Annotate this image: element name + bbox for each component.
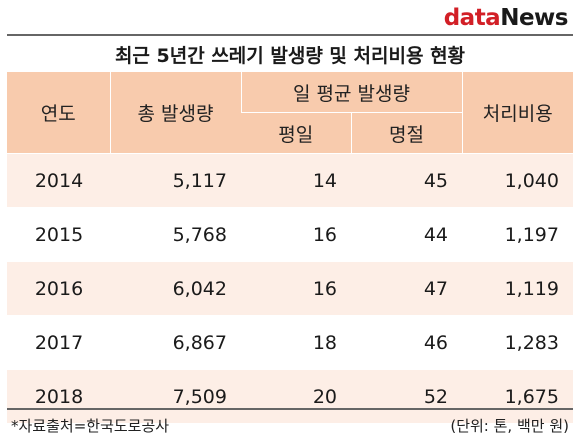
cell-weekday: 16 [241, 261, 351, 316]
table-row: 2015 5,768 16 44 1,197 [7, 207, 573, 262]
unit-note: (단위: 톤, 백만 원) [450, 416, 569, 435]
table-title: 최근 5년간 쓰레기 발생량 및 처리비용 현황 [7, 34, 573, 72]
table-row: 2016 6,042 16 47 1,119 [7, 261, 573, 316]
cell-total: 6,042 [110, 261, 241, 316]
cell-year: 2018 [7, 369, 110, 424]
logo-data-text: data [443, 5, 501, 31]
waste-cost-table: 연도 총 발생량 일 평균 발생량 처리비용 평일 명절 2014 5,117 14… [7, 72, 573, 424]
logo-news-text: News [500, 5, 568, 31]
table-body: 2014 5,117 14 45 1,040 2015 5,768 16 44 1,197 2016… [7, 153, 573, 424]
cell-holiday: 46 [351, 315, 462, 370]
header-cost: 처리비용 [461, 72, 573, 154]
cell-cost: 1,283 [462, 315, 573, 370]
cell-cost: 1,040 [462, 153, 573, 208]
cell-total: 5,768 [110, 207, 241, 262]
cell-year: 2014 [7, 153, 110, 208]
cell-weekday: 14 [241, 153, 351, 208]
cell-total: 6,867 [110, 315, 241, 370]
cell-holiday: 44 [351, 207, 462, 262]
table-row: 2017 6,867 18 46 1,283 [7, 315, 573, 370]
table-title-text: 최근 5년간 쓰레기 발생량 및 처리비용 현황 [114, 44, 466, 67]
cell-total: 7,509 [110, 369, 241, 424]
cell-holiday: 52 [351, 369, 462, 424]
cell-total: 5,117 [110, 153, 241, 208]
datanews-logo: dataNews [443, 4, 569, 32]
cell-cost: 1,119 [462, 261, 573, 316]
cell-cost: 1,675 [462, 369, 573, 424]
table-footer: *자료출처=한국도로공사 (단위: 톤, 백만 원) [7, 408, 573, 440]
source-note: *자료출처=한국도로공사 [11, 416, 170, 435]
header-holiday: 명절 [350, 112, 462, 154]
cell-year: 2017 [7, 315, 110, 370]
cell-weekday: 20 [241, 369, 351, 424]
cell-holiday: 47 [351, 261, 462, 316]
table-row: 2014 5,117 14 45 1,040 [7, 153, 573, 208]
header-daily-average: 일 평균 발생량 [240, 72, 462, 113]
cell-weekday: 18 [241, 315, 351, 370]
table-row: 2018 7,509 20 52 1,675 [7, 369, 573, 424]
header-weekday: 평일 [241, 112, 351, 154]
cell-year: 2015 [7, 207, 110, 262]
header-year: 연도 [7, 72, 110, 154]
cell-holiday: 45 [351, 153, 462, 208]
header-total: 총 발생량 [109, 72, 241, 154]
cell-cost: 1,197 [462, 207, 573, 262]
cell-weekday: 16 [241, 207, 351, 262]
cell-year: 2016 [7, 261, 110, 316]
